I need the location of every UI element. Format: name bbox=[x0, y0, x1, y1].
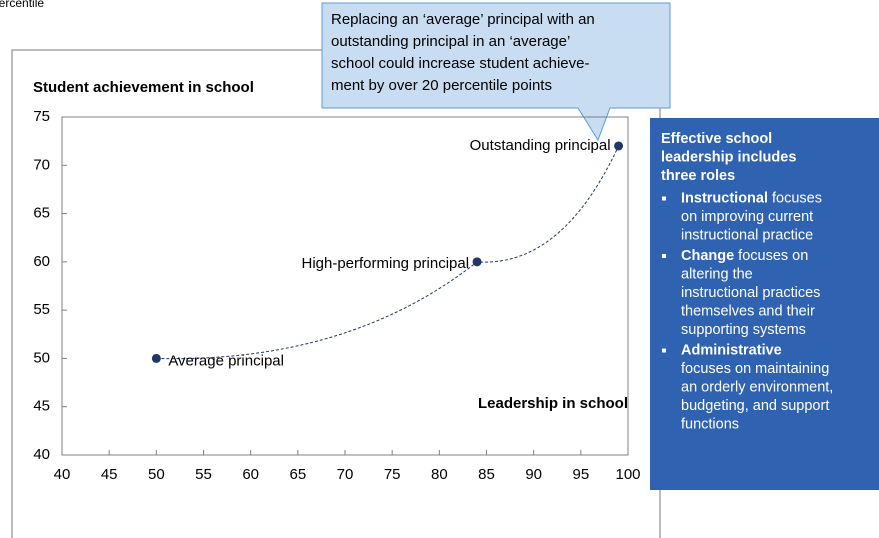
x-tick-label: 75 bbox=[384, 466, 401, 483]
y-tick-label: 55 bbox=[33, 301, 50, 318]
bullet bbox=[662, 196, 666, 201]
y-tick-label: 45 bbox=[33, 398, 50, 415]
sidebar-box bbox=[650, 118, 879, 490]
x-axis-title: Leadership in school bbox=[478, 395, 628, 412]
sidebar-title: three roles bbox=[661, 168, 735, 184]
x-tick-label: 70 bbox=[337, 466, 354, 483]
callout-text: Replacing an ‘average’ principal with an bbox=[331, 11, 595, 28]
sidebar-title: leadership includes bbox=[661, 149, 796, 165]
y-tick-label: 50 bbox=[33, 349, 50, 366]
callout-text: school could increase student achieve- bbox=[331, 55, 590, 72]
bullet-text: budgeting, and support bbox=[681, 398, 829, 414]
y-axis-title: Student achievement in school bbox=[33, 79, 254, 96]
y-tick-label: 75 bbox=[33, 108, 50, 125]
point bbox=[151, 353, 161, 363]
x-tick-label: 50 bbox=[148, 466, 165, 483]
x-tick-label: 90 bbox=[525, 466, 542, 483]
bullet-bold: Administrative bbox=[681, 342, 782, 358]
x-tick-label: 60 bbox=[242, 466, 259, 483]
bullet-lead: Instructional focuses bbox=[681, 190, 822, 206]
point bbox=[472, 257, 482, 267]
frame bbox=[11, 49, 661, 538]
top-note: percentile bbox=[0, 0, 44, 10]
bullet-text: functions bbox=[681, 416, 739, 432]
bullet-bold: Change bbox=[681, 248, 734, 264]
point-label: Outstanding principal bbox=[470, 137, 611, 154]
bullet-lead: Change focuses on bbox=[681, 248, 808, 264]
bullet-lead: Administrative bbox=[681, 342, 782, 358]
bullet-text: an orderly environment, bbox=[681, 379, 833, 395]
bullet bbox=[662, 348, 666, 353]
y-tick-label: 60 bbox=[33, 253, 50, 270]
x-tick-label: 100 bbox=[615, 466, 640, 483]
point bbox=[614, 141, 624, 151]
bullet-text: on improving current bbox=[681, 209, 813, 225]
y-tick-label: 40 bbox=[33, 446, 50, 463]
x-tick-label: 55 bbox=[195, 466, 212, 483]
y-tick-label: 65 bbox=[33, 205, 50, 222]
point-label: Average principal bbox=[168, 352, 284, 369]
x-tick-label: 40 bbox=[54, 466, 71, 483]
bullet-text: instructional practice bbox=[681, 227, 813, 243]
y-tick-label: 70 bbox=[33, 156, 50, 173]
x-tick-label: 65 bbox=[289, 466, 306, 483]
bullet-bold: Instructional bbox=[681, 190, 768, 206]
x-tick-label: 80 bbox=[431, 466, 448, 483]
bullet-text: altering the bbox=[681, 266, 753, 282]
bullet-text: themselves and their bbox=[681, 303, 815, 319]
bullet-text: focuses bbox=[772, 190, 822, 206]
bullet-text: supporting systems bbox=[681, 322, 806, 338]
callout-text: outstanding principal in an ‘average’ bbox=[331, 33, 570, 50]
x-tick-label: 95 bbox=[572, 466, 589, 483]
bullet-text: instructional practices bbox=[681, 285, 820, 301]
x-tick-label: 85 bbox=[478, 466, 495, 483]
point-label: High-performing principal bbox=[301, 255, 469, 272]
x-tick-label: 45 bbox=[101, 466, 118, 483]
trend-line bbox=[156, 145, 620, 360]
callout-box bbox=[321, 2, 671, 142]
sidebar-title: Effective school bbox=[661, 131, 772, 147]
callout-text: ment by over 20 percentile points bbox=[331, 77, 552, 94]
bullet-text: focuses on bbox=[738, 248, 808, 264]
bullet-text: focuses on maintaining bbox=[681, 361, 829, 377]
bullet bbox=[662, 254, 666, 258]
